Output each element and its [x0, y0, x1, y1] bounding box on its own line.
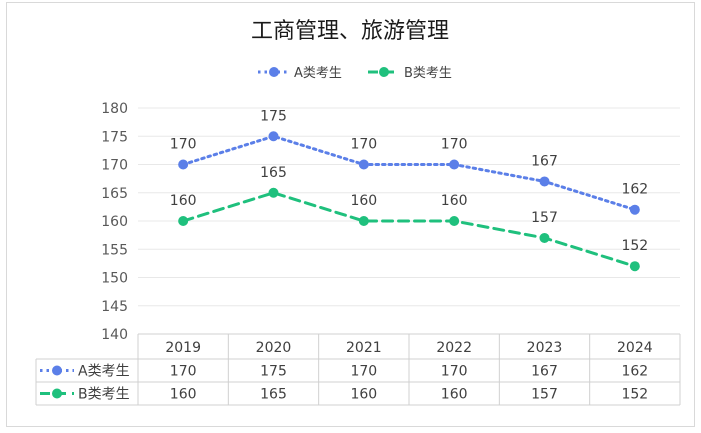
table-cell-0-4: 167	[531, 364, 558, 380]
y-tick-label-1: 145	[101, 299, 128, 315]
table-cell-1-1: 165	[260, 387, 287, 403]
data-point-0-0	[178, 159, 189, 170]
chart-frame	[6, 2, 695, 427]
data-label-1-4: 157	[531, 210, 558, 226]
table-series-label-1: B类考生	[78, 387, 130, 403]
y-tick-label-2: 150	[101, 271, 128, 287]
table-legend-marker-1	[52, 388, 62, 399]
data-point-1-4	[539, 232, 550, 243]
y-tick-label-7: 175	[101, 129, 128, 145]
data-point-0-4	[539, 176, 550, 187]
y-tick-label-5: 165	[101, 186, 128, 202]
table-cell-1-5: 152	[621, 387, 648, 403]
data-label-0-5: 162	[621, 182, 648, 198]
data-label-1-0: 160	[170, 193, 197, 209]
data-point-1-0	[178, 216, 189, 226]
table-cell-0-2: 170	[350, 364, 377, 380]
series-line-0	[181, 134, 637, 212]
y-tick-label-8: 180	[101, 101, 128, 117]
table-cell-0-0: 170	[170, 364, 197, 380]
table-cell-1-4: 157	[531, 387, 558, 403]
legend-marker-1	[379, 67, 389, 77]
table-cell-0-5: 162	[621, 364, 648, 380]
data-point-0-1	[268, 131, 279, 142]
legend: A类考生 B类考生	[258, 66, 452, 81]
x-tick-label-1: 2020	[256, 340, 292, 356]
data-label-1-5: 152	[621, 238, 648, 254]
data-point-0-2	[358, 159, 369, 170]
data-point-1-2	[358, 216, 369, 226]
legend-label-1: B类考生	[404, 66, 452, 81]
data-point-0-3	[449, 159, 460, 170]
table-cell-1-0: 160	[170, 387, 197, 403]
table-series-label-0: A类考生	[78, 364, 130, 380]
x-tick-label-4: 2023	[527, 340, 563, 356]
data-label-1-3: 160	[441, 193, 468, 209]
data-point-1-5	[629, 261, 640, 272]
data-label-1-1: 165	[260, 165, 287, 181]
table-cell-1-2: 160	[350, 387, 377, 403]
legend-label-0: A类考生	[294, 66, 342, 81]
data-label-0-2: 170	[350, 137, 377, 153]
x-tick-label-5: 2024	[617, 340, 653, 356]
y-tick-label-6: 170	[101, 158, 128, 174]
y-axis: 140 145 150 155 160 165 170 175 180	[101, 101, 128, 343]
data-point-1-3	[449, 216, 460, 226]
y-tick-label-0: 140	[101, 327, 128, 343]
x-tick-label-0: 2019	[165, 340, 201, 356]
table-cell-0-3: 170	[441, 364, 468, 380]
x-tick-label-3: 2022	[436, 340, 472, 356]
data-point-0-5	[629, 204, 640, 215]
data-label-0-1: 175	[260, 108, 287, 124]
table-legend-marker-0	[52, 365, 62, 376]
legend-marker-0	[269, 67, 279, 77]
data-point-1-1	[268, 187, 279, 198]
data-table: 2019 2020 2021 2022 2023 2024 A类考生 170 175 170 170…	[35, 333, 681, 406]
chart-title: 工商管理、旅游管理	[251, 19, 449, 44]
data-label-1-2: 160	[350, 193, 377, 209]
y-tick-label-3: 155	[101, 242, 128, 258]
data-label-0-0: 170	[170, 137, 197, 153]
x-tick-label-2: 2021	[346, 340, 382, 356]
data-label-0-4: 167	[531, 153, 558, 169]
series-group: 170 175 170 170 167 162 160 165 160 160 157 152	[170, 108, 648, 272]
data-label-0-3: 170	[441, 137, 468, 153]
series-line-1	[181, 191, 637, 268]
table-cell-1-3: 160	[441, 387, 468, 403]
table-cell-0-1: 175	[260, 364, 287, 380]
y-tick-label-4: 160	[101, 214, 128, 230]
